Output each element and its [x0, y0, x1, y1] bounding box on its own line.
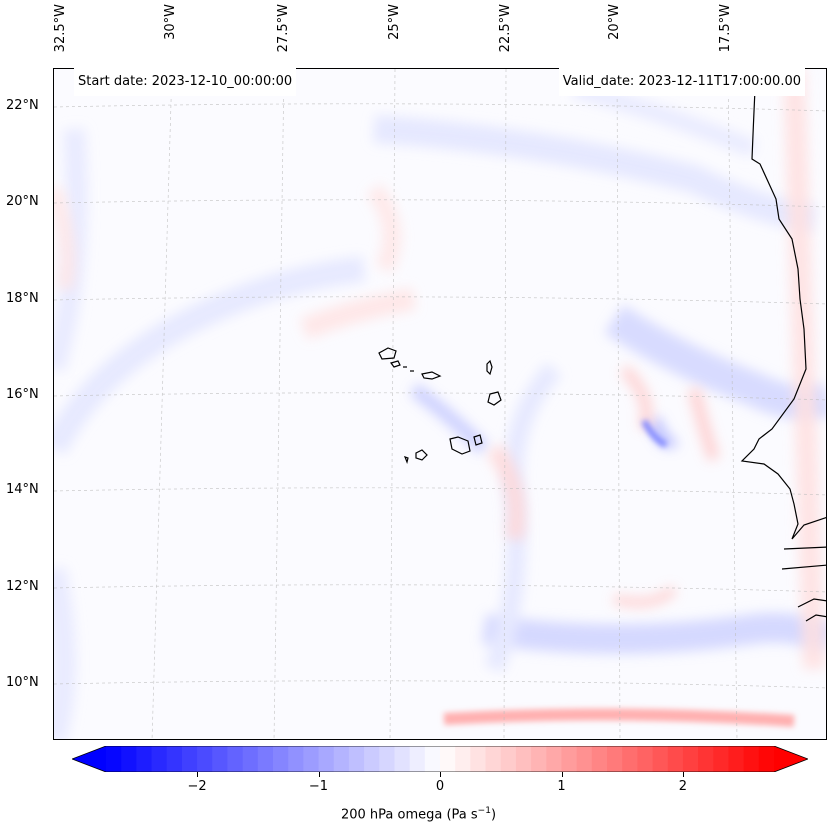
lon-label-17-5w: 17.5°W	[718, 4, 733, 53]
omega-map	[53, 68, 827, 740]
colorbar-cell	[379, 746, 396, 772]
lat-label-20n: 20°N	[6, 194, 39, 209]
lat-label-18n: 18°N	[6, 291, 39, 306]
colorbar	[72, 746, 808, 772]
lat-label-22n: 22°N	[6, 98, 39, 113]
colorbar-cell	[151, 746, 168, 772]
colorbar-tick-mark	[197, 772, 199, 777]
colorbar-cell	[515, 746, 532, 772]
colorbar-cell	[591, 746, 608, 772]
colorbar-cell	[409, 746, 426, 772]
lat-label-16n: 16°N	[6, 387, 39, 402]
colorbar-cell	[242, 746, 259, 772]
colorbar-tick-label: −2	[187, 779, 207, 794]
colorbar-tick-mark	[318, 772, 320, 777]
colorbar-cell	[652, 746, 669, 772]
lon-label-22-5w: 22.5°W	[498, 4, 513, 53]
colorbar-cell	[288, 746, 304, 772]
colorbar-cell	[758, 746, 775, 772]
colorbar-tick-mark	[682, 772, 684, 777]
colorbar-cell	[348, 746, 365, 772]
colorbar-cell	[106, 746, 122, 772]
colorbar-cell	[500, 746, 517, 772]
colorbar-cell	[713, 746, 730, 772]
colorbar-cell	[561, 746, 578, 772]
colorbar-cell	[546, 746, 563, 772]
colorbar-label: 200 hPa omega (Pa s−1)	[340, 806, 497, 823]
colorbar-cell	[424, 746, 441, 772]
colorbar-cell	[364, 746, 380, 772]
colorbar-cell	[698, 746, 714, 772]
colorbar-tick-label: 1	[557, 779, 566, 794]
colorbar-cell	[682, 746, 699, 772]
colorbar-cell	[622, 746, 638, 772]
lon-label-32-5w: 32.5°W	[53, 4, 68, 53]
start-date-label: Start date: 2023-12-10_00:00:00	[74, 68, 297, 96]
colorbar-tick-label: −1	[308, 779, 329, 794]
lat-label-12n: 12°N	[6, 579, 39, 594]
colorbar-cell	[212, 746, 229, 772]
colorbar-cell	[166, 746, 183, 772]
colorbar-cell	[728, 746, 745, 772]
omega-field-plot	[54, 69, 826, 739]
colorbar-tick-label: 2	[678, 779, 688, 794]
lon-label-20w: 20°W	[607, 4, 622, 40]
colorbar-cells	[106, 746, 775, 772]
colorbar-cell	[273, 746, 289, 772]
lon-label-25w: 25°W	[387, 4, 402, 40]
colorbar-cell	[181, 746, 198, 772]
colorbar-tick-mark	[440, 772, 441, 777]
colorbar-max-arrow	[774, 746, 808, 772]
colorbar-cell	[531, 746, 547, 772]
colorbar-cell	[607, 746, 623, 772]
colorbar-cell	[303, 746, 320, 772]
colorbar-cell	[333, 746, 350, 772]
valid-date-label: Valid_date: 2023-12-11T17:00:00.00	[558, 68, 805, 96]
colorbar-cell	[136, 746, 153, 772]
colorbar-cell	[637, 746, 654, 772]
colorbar-tick-label: 0	[435, 779, 445, 794]
lat-label-14n: 14°N	[6, 482, 39, 497]
colorbar-min-arrow	[72, 746, 106, 772]
colorbar-cell	[227, 746, 244, 772]
colorbar-cell	[121, 746, 137, 772]
colorbar-cell	[743, 746, 760, 772]
lat-label-10n: 10°N	[6, 675, 39, 690]
colorbar-cell	[197, 746, 213, 772]
lon-label-27-5w: 27.5°W	[276, 4, 291, 53]
colorbar-cell	[440, 746, 456, 772]
colorbar-tick-mark	[561, 772, 563, 777]
colorbar-cell	[470, 746, 487, 772]
colorbar-cell	[394, 746, 411, 772]
lon-label-30w: 30°W	[163, 4, 178, 40]
colorbar-cell	[576, 746, 593, 772]
colorbar-cell	[318, 746, 335, 772]
colorbar-cell	[257, 746, 274, 772]
colorbar-cell	[485, 746, 502, 772]
colorbar-cell	[667, 746, 684, 772]
colorbar-cell	[455, 746, 471, 772]
